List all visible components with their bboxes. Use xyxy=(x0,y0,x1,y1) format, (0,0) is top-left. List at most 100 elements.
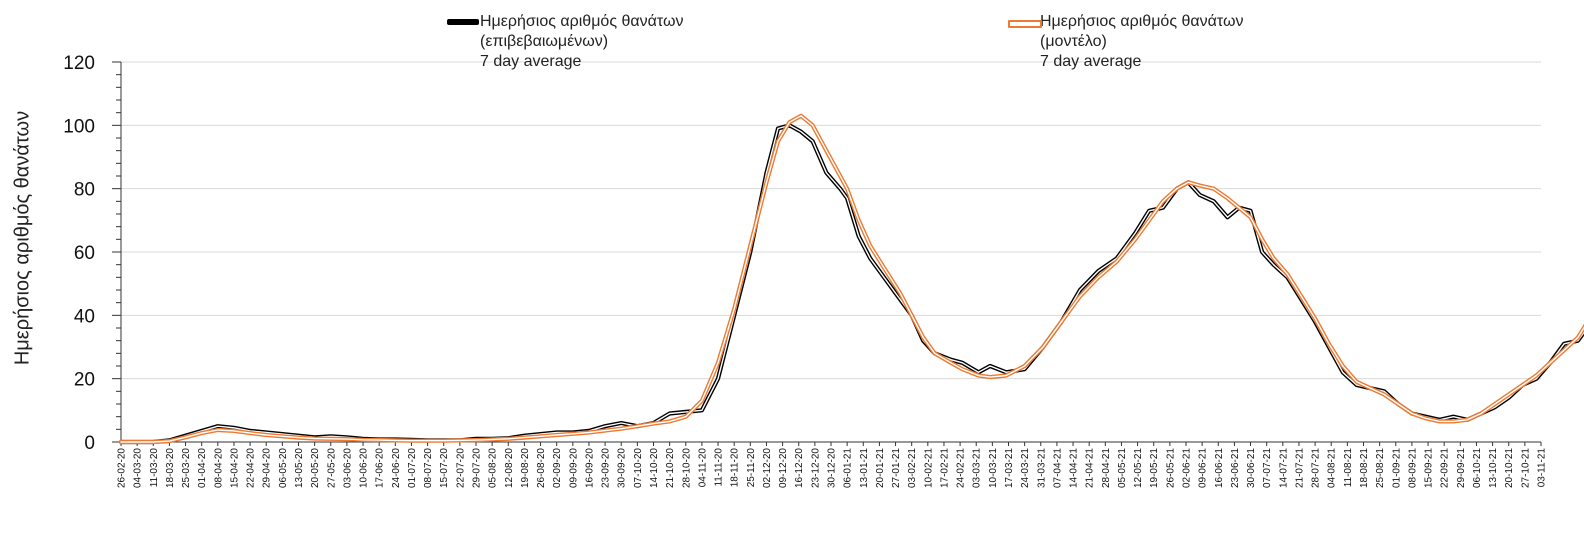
x-tick-label: 25-08-21 xyxy=(1375,448,1386,488)
x-tick-label: 28-10-20 xyxy=(681,448,692,488)
x-tick-label: 10-03-21 xyxy=(988,448,999,488)
x-tick-label: 17-06-20 xyxy=(375,448,386,488)
x-tick-label: 02-12-20 xyxy=(762,448,773,488)
x-tick-label: 06-10-21 xyxy=(1472,448,1483,488)
series-confirmed-inner xyxy=(120,124,1584,443)
y-tick-label: 40 xyxy=(74,306,95,327)
x-tick-label: 04-11-20 xyxy=(697,448,708,488)
x-tick-label: 05-05-21 xyxy=(1117,448,1128,488)
x-tick-label: 01-04-20 xyxy=(197,448,208,488)
series-confirmed xyxy=(118,123,1584,445)
x-tick-label: 14-07-21 xyxy=(1278,448,1289,488)
x-tick-label: 16-09-20 xyxy=(584,448,595,488)
y-tick-label: 80 xyxy=(74,180,95,201)
x-tick-label: 30-09-20 xyxy=(617,448,628,488)
x-tick-label: 20-05-20 xyxy=(310,448,321,488)
series-model-line xyxy=(118,113,1584,445)
x-tick-label: 17-02-21 xyxy=(939,448,950,488)
x-tick-label: 22-07-20 xyxy=(455,448,466,488)
x-tick-labels: 26-02-20 04-03-20 11-03-20 18-03-20 25-03-20… xyxy=(117,448,1548,488)
x-tick-label: 23-12-20 xyxy=(810,448,821,488)
x-tick-label: 15-04-20 xyxy=(229,448,240,488)
y-tick-label: 60 xyxy=(74,243,95,264)
x-tick-label: 20-10-21 xyxy=(1504,448,1515,488)
x-tick-label: 11-03-20 xyxy=(149,448,160,488)
x-tick-label: 09-12-20 xyxy=(778,448,789,488)
x-tick-label: 03-03-21 xyxy=(972,448,983,488)
x-tick-label: 13-01-21 xyxy=(859,448,870,488)
legend-1-line-1: Ημερήσιος αριθμός θανάτων xyxy=(480,13,684,30)
x-tick-label: 14-10-20 xyxy=(649,448,660,488)
x-tick-label: 20-01-21 xyxy=(875,448,886,488)
x-tick-label: 19-08-20 xyxy=(520,448,531,488)
x-tick-label: 29-09-21 xyxy=(1456,448,1467,488)
x-tick-label: 03-02-21 xyxy=(907,448,918,488)
x-tick-label: 15-09-21 xyxy=(1424,448,1435,488)
x-tick-label: 25-03-20 xyxy=(181,448,192,488)
y-axis-label: Ημερήσιος αριθμός θανάτων xyxy=(11,110,34,366)
y-tick-label: 20 xyxy=(74,370,95,391)
x-tick-label: 26-02-20 xyxy=(117,448,128,488)
x-tick-label: 29-04-20 xyxy=(262,448,273,488)
x-tick-label: 21-10-20 xyxy=(665,448,676,488)
legend-1-line-3: 7 day average xyxy=(480,53,582,70)
x-tick-label: 08-04-20 xyxy=(213,448,224,488)
x-tick-label: 16-12-20 xyxy=(794,448,805,488)
legend-entry-confirmed: Ημερήσιος αριθμός θανάτων (επιβεβαιωμένω… xyxy=(448,12,684,72)
series-model xyxy=(118,113,1584,445)
x-tick-label: 10-06-20 xyxy=(359,448,370,488)
x-tick-label: 28-04-21 xyxy=(1101,448,1112,488)
x-tick-label: 07-10-20 xyxy=(633,448,644,488)
x-tick-label: 07-04-21 xyxy=(1052,448,1063,488)
y-tick-label: 120 xyxy=(63,53,95,74)
x-tick-label: 13-10-21 xyxy=(1488,448,1499,488)
x-tick-label: 06-01-21 xyxy=(843,448,854,488)
y-axis-title: Ημερήσιος αριθμός θανάτων xyxy=(6,0,40,534)
legend-2-line-2: (μοντέλο) xyxy=(1040,33,1107,50)
x-tick-label: 27-05-20 xyxy=(326,448,337,488)
series-model-inner xyxy=(120,115,1584,443)
x-tick-label: 03-06-20 xyxy=(342,448,353,488)
x-tick-label: 17-03-21 xyxy=(1004,448,1015,488)
x-tick-label: 26-05-21 xyxy=(1165,448,1176,488)
x-tick-label: 04-03-20 xyxy=(133,448,144,488)
x-tick-label: 09-09-20 xyxy=(568,448,579,488)
x-tick-label: 31-03-21 xyxy=(1036,448,1047,488)
legend-entry-model: Ημερήσιος αριθμός θανάτων (μοντέλο) 7 da… xyxy=(1008,12,1244,72)
x-tick-label: 11-11-20 xyxy=(714,448,725,487)
y-tick-label: 0 xyxy=(84,433,95,454)
x-tick-label: 22-09-21 xyxy=(1440,448,1451,488)
x-tick-label: 23-06-21 xyxy=(1230,448,1241,488)
series-confirmed-line xyxy=(118,123,1584,445)
x-tick-label: 04-08-21 xyxy=(1327,448,1338,488)
x-tick-label: 27-01-21 xyxy=(891,448,902,488)
y-tick-labels: 0 20 40 60 80 100 120 xyxy=(63,53,95,454)
x-tick-label: 22-04-20 xyxy=(246,448,257,488)
x-tick-label: 12-08-20 xyxy=(504,448,515,488)
x-tick-label: 01-09-21 xyxy=(1391,448,1402,488)
x-tick-label: 18-08-21 xyxy=(1359,448,1370,488)
y-tick-label: 100 xyxy=(63,116,95,137)
x-tick-label: 21-04-21 xyxy=(1085,448,1096,488)
x-tick-label: 24-03-21 xyxy=(1020,448,1031,488)
x-tick-label: 12-05-21 xyxy=(1133,448,1144,488)
x-tick-label: 11-08-21 xyxy=(1343,448,1354,488)
x-tick-label: 18-11-20 xyxy=(730,448,741,488)
x-tick-label: 27-10-21 xyxy=(1520,448,1531,488)
x-tick-label: 13-05-20 xyxy=(294,448,305,488)
axes xyxy=(112,61,1542,446)
x-tick-label: 08-09-21 xyxy=(1407,448,1418,488)
x-tick-label: 02-06-21 xyxy=(1182,448,1193,488)
x-tick-label: 06-05-20 xyxy=(278,448,289,488)
legend-1-line-2: (επιβεβαιωμένων) xyxy=(480,33,609,50)
x-tick-label: 21-07-21 xyxy=(1294,448,1305,488)
x-tick-label: 26-08-20 xyxy=(536,448,547,488)
gridlines xyxy=(121,61,1541,380)
x-tick-label: 24-06-20 xyxy=(391,448,402,488)
x-tick-label: 29-07-20 xyxy=(472,448,483,488)
x-tick-label: 23-09-20 xyxy=(601,448,612,488)
legend-2-line-1: Ημερήσιος αριθμός θανάτων xyxy=(1040,13,1244,30)
x-tick-label: 10-02-21 xyxy=(923,448,934,488)
x-tick-label: 19-05-21 xyxy=(1149,448,1160,488)
